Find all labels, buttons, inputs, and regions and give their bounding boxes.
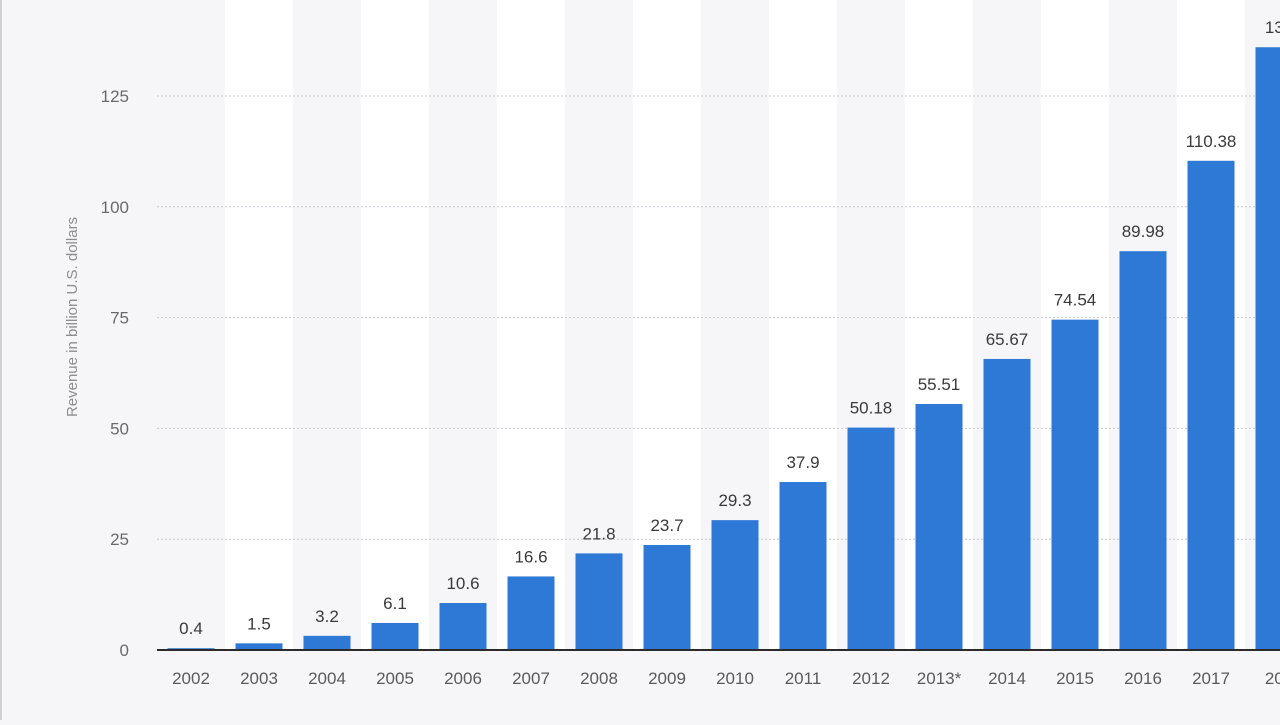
data-label: 89.98 — [1122, 222, 1165, 241]
x-tick-label: 2003 — [240, 669, 278, 688]
data-label: 136 — [1265, 18, 1280, 37]
bar — [780, 482, 827, 650]
x-tick-label: 2004 — [308, 669, 346, 688]
y-tick-label: 125 — [101, 87, 129, 106]
y-axis-ticks: 0 25 50 75 100 125 — [101, 87, 129, 660]
x-tick-label: 2008 — [580, 669, 618, 688]
bar — [372, 623, 419, 650]
bar — [644, 545, 691, 650]
bar — [508, 576, 555, 650]
x-tick-label: 2006 — [444, 669, 482, 688]
y-tick-label: 100 — [101, 198, 129, 217]
x-tick-label: 2014 — [988, 669, 1026, 688]
bar — [440, 603, 487, 650]
x-tick-label: 2012 — [852, 669, 890, 688]
x-tick-label: 201 — [1265, 669, 1280, 688]
x-tick-label: 2015 — [1056, 669, 1094, 688]
y-axis-title: Revenue in billion U.S. dollars — [64, 217, 81, 417]
data-label: 74.54 — [1054, 291, 1097, 310]
x-tick-label: 2011 — [785, 669, 822, 688]
data-label: 37.9 — [786, 453, 819, 472]
bar — [1188, 161, 1235, 650]
data-label: 0.4 — [179, 619, 203, 638]
data-label: 1.5 — [247, 614, 271, 633]
y-tick-label: 0 — [120, 641, 129, 660]
gridlines — [157, 96, 1280, 539]
data-label: 16.6 — [514, 547, 547, 566]
data-label: 23.7 — [650, 516, 683, 535]
data-label: 6.1 — [383, 594, 407, 613]
data-label: 10.6 — [446, 574, 479, 593]
x-tick-label: 2013* — [917, 669, 962, 688]
bar — [712, 520, 759, 650]
x-tick-label: 2017 — [1192, 669, 1230, 688]
bar — [1120, 251, 1167, 650]
bar — [848, 428, 895, 650]
y-tick-label: 75 — [110, 309, 129, 328]
data-label: 110.38 — [1186, 132, 1237, 151]
data-label: 55.51 — [918, 375, 961, 394]
x-tick-label: 2016 — [1124, 669, 1162, 688]
bar — [916, 404, 963, 650]
column-band — [361, 0, 429, 650]
data-label: 3.2 — [315, 607, 339, 626]
column-band — [225, 0, 293, 650]
bar — [304, 636, 351, 650]
x-tick-label: 2007 — [512, 669, 550, 688]
x-tick-label: 2002 — [172, 669, 210, 688]
data-label: 21.8 — [582, 524, 615, 543]
bar — [1256, 47, 1280, 650]
x-tick-label: 2010 — [716, 669, 754, 688]
x-axis-ticks: 2002 2003 2004 2005 2006 2007 2008 2009 2010 2011… — [172, 669, 1280, 688]
data-label: 50.18 — [850, 399, 893, 418]
x-tick-label: 2005 — [376, 669, 414, 688]
x-tick-label: 2009 — [648, 669, 686, 688]
left-border — [0, 0, 2, 720]
data-label: 29.3 — [718, 491, 751, 510]
bars — [168, 47, 1280, 650]
bar — [576, 553, 623, 650]
bar — [984, 359, 1031, 650]
data-label: 65.67 — [986, 330, 1029, 349]
y-tick-label: 50 — [110, 419, 129, 438]
y-tick-label: 25 — [110, 530, 129, 549]
bar — [1052, 320, 1099, 650]
